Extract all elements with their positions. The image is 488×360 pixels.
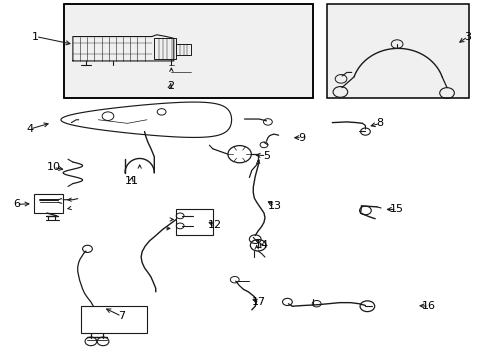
Text: 13: 13	[267, 201, 281, 211]
Bar	[327, 4, 468, 98]
Text: 16: 16	[421, 301, 435, 311]
Text: 12: 12	[208, 220, 222, 230]
Text: 2: 2	[166, 81, 174, 91]
Text: 5: 5	[263, 150, 269, 161]
Text: 14: 14	[254, 240, 268, 250]
Text: 17: 17	[251, 297, 265, 307]
Text: 3: 3	[464, 32, 470, 41]
Text: 7: 7	[118, 311, 125, 321]
Text: 1: 1	[32, 32, 39, 41]
Bar	[64, 4, 312, 98]
Text: 6: 6	[13, 199, 20, 210]
Text: 15: 15	[389, 204, 403, 215]
Text: 9: 9	[298, 133, 305, 143]
Text: 11: 11	[124, 176, 138, 186]
Text: 10: 10	[46, 162, 60, 172]
Text: 8: 8	[376, 118, 383, 128]
Text: 4: 4	[26, 124, 34, 134]
